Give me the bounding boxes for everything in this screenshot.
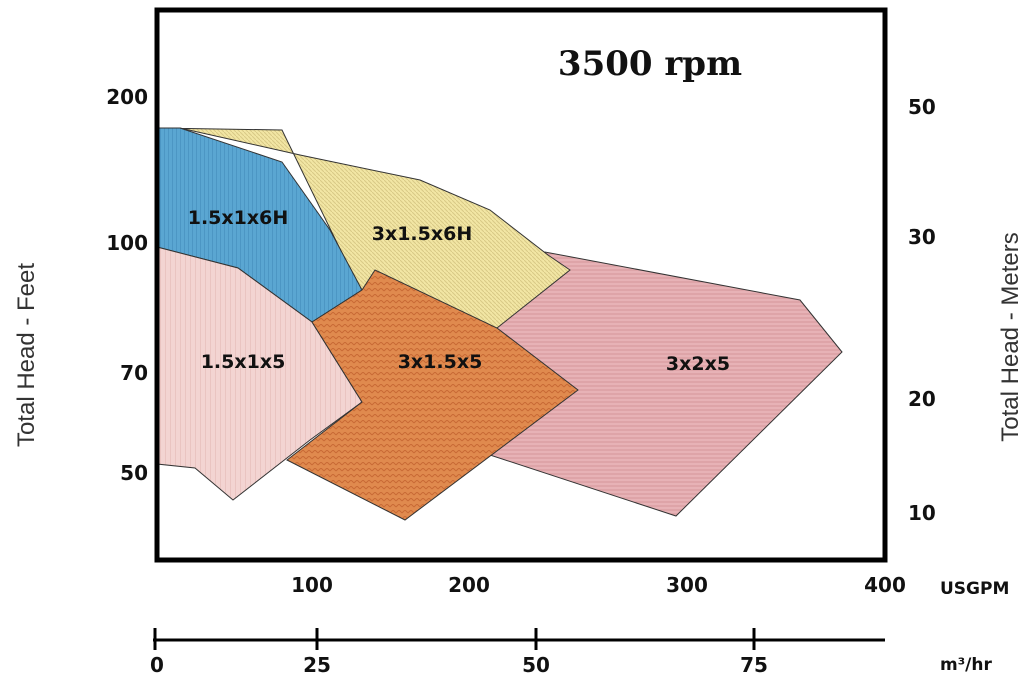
- left-tick-50: 50: [120, 461, 148, 485]
- x-axis-unit: USGPM: [940, 579, 1009, 599]
- left-axis-title: Total Head - Feet: [13, 263, 40, 447]
- region-label-3x1-5x5: 3x1.5x5: [398, 351, 483, 373]
- region-label-1-5x1x6h: 1.5x1x6H: [188, 207, 289, 229]
- left-tick-200: 200: [106, 85, 148, 109]
- region-label-3x2x5: 3x2x5: [666, 353, 730, 375]
- metric-tick-0: 0: [150, 653, 164, 677]
- region-1-5x1x5: [156, 246, 363, 501]
- left-tick-100: 100: [106, 231, 148, 255]
- x-tick-100: 100: [291, 573, 333, 597]
- plot-frame: [154, 7, 888, 563]
- right-tick-30: 30: [908, 225, 936, 249]
- right-tick-50: 50: [908, 95, 936, 119]
- metric-tick-75: 75: [740, 653, 768, 677]
- left-tick-70: 70: [120, 361, 148, 385]
- x-tick-400: 400: [864, 573, 906, 597]
- x-tick-300: 300: [666, 573, 708, 597]
- metric-axis-unit: m³/hr: [940, 655, 992, 675]
- region-label-1-5x1x5: 1.5x1x5: [201, 351, 286, 373]
- region-3x1-5x5: [286, 269, 579, 521]
- chart-title: 3500 rpm: [558, 44, 742, 84]
- metric-tick-25: 25: [303, 653, 331, 677]
- right-tick-10: 10: [908, 501, 936, 525]
- metric-tick-50: 50: [522, 653, 550, 677]
- right-tick-20: 20: [908, 387, 936, 411]
- x-tick-200: 200: [448, 573, 490, 597]
- region-label-3x1-5x6h: 3x1.5x6H: [372, 223, 473, 245]
- right-axis-title: Total Head - Meters: [997, 232, 1024, 441]
